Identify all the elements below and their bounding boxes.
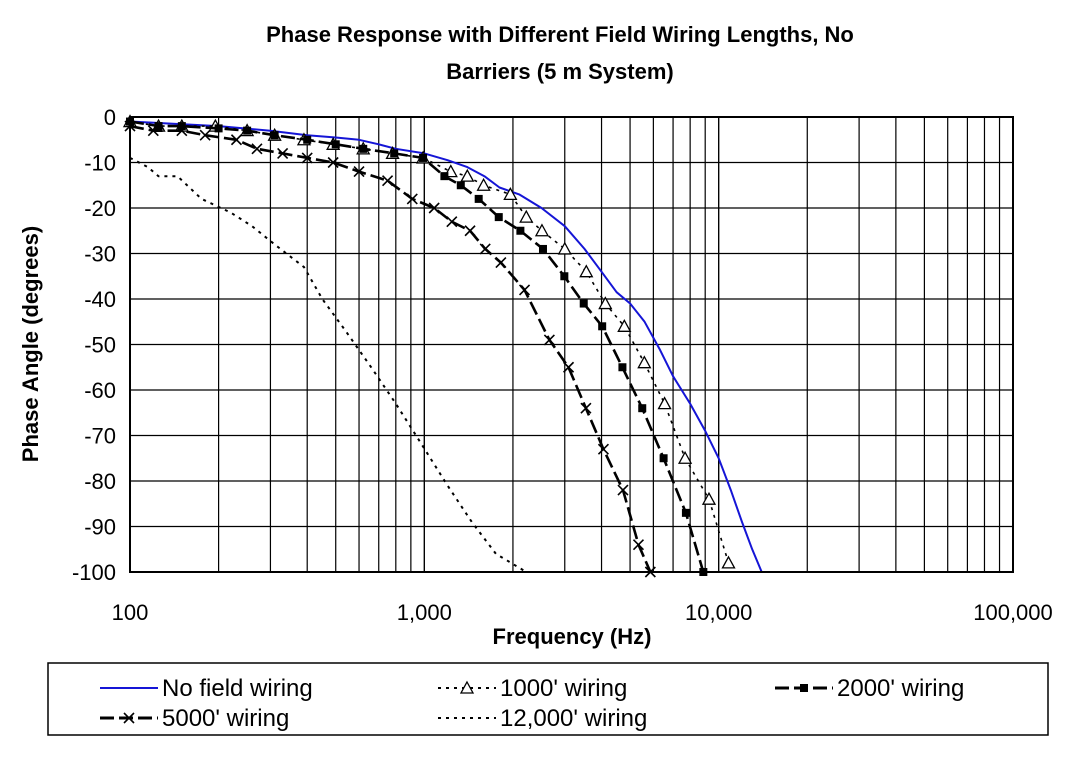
series-marker	[657, 396, 672, 410]
legend-marker	[123, 712, 135, 724]
series-marker	[579, 299, 588, 308]
series-marker	[199, 129, 211, 141]
series-marker	[598, 296, 613, 310]
legend-label: 2000' wiring	[837, 675, 964, 702]
series-marker	[476, 177, 491, 191]
series-marker	[440, 172, 449, 181]
x-axis-tick-labels: 100 1,000 10,000 100,000	[112, 600, 1053, 625]
series-marker	[516, 226, 525, 235]
x-axis-title: Frequency (Hz)	[493, 624, 652, 649]
series-marker	[147, 125, 159, 137]
series-marker	[214, 124, 223, 133]
series-marker	[579, 264, 594, 278]
y-tick-label: -20	[84, 196, 116, 221]
series-marker	[562, 361, 575, 373]
y-tick-label: -100	[72, 560, 116, 585]
legend: No field wiring 1000' wiring 2000' wiring 5…	[47, 662, 1049, 736]
series-marker	[243, 126, 252, 135]
series-marker	[632, 539, 645, 551]
x-tick-label: 10,000	[685, 600, 752, 625]
y-axis-tick-labels: 0 -10 -20 -30 -40 -50 -60 -70 -80 -90 -100	[72, 105, 116, 585]
legend-label: No field wiring	[162, 675, 313, 702]
series-marker	[456, 181, 465, 190]
series-marker	[381, 175, 394, 187]
series-marker	[301, 152, 313, 164]
series-5	[129, 157, 527, 573]
y-tick-label: -90	[84, 515, 116, 540]
series-marker	[503, 186, 518, 200]
series-4	[124, 120, 656, 578]
y-tick-label: -40	[84, 287, 116, 312]
series-marker	[637, 355, 652, 369]
series-marker	[701, 491, 717, 505]
series-marker	[519, 209, 534, 223]
series-marker	[327, 156, 339, 169]
series-marker	[659, 454, 668, 463]
series-marker	[177, 122, 186, 131]
series-line	[129, 120, 763, 573]
y-tick-label: -80	[84, 469, 116, 494]
legend-marker	[459, 680, 475, 694]
series-marker	[303, 135, 312, 144]
series-marker	[597, 443, 610, 455]
y-tick-label: -30	[84, 242, 116, 267]
series-marker	[460, 168, 475, 182]
series-1	[129, 120, 763, 573]
y-axis-title: Phase Angle (degrees)	[18, 226, 43, 462]
y-tick-label: -60	[84, 378, 116, 403]
series-marker	[538, 244, 547, 253]
x-tick-label: 100,000	[973, 600, 1053, 625]
series-marker	[638, 404, 647, 413]
series-marker	[494, 213, 503, 222]
series-marker	[406, 193, 418, 205]
x-tick-label: 100	[112, 600, 149, 625]
series-marker	[617, 318, 632, 332]
series-marker	[419, 153, 428, 162]
series-marker	[518, 284, 531, 296]
series-marker	[534, 223, 550, 237]
series-marker	[617, 484, 629, 496]
series-marker	[681, 508, 690, 517]
series-marker	[277, 147, 289, 159]
chart-title-line-2: Barriers (5 m System)	[446, 59, 673, 84]
series-marker	[580, 402, 592, 414]
series-marker	[495, 257, 507, 269]
series-marker	[270, 131, 279, 140]
series-marker	[353, 166, 365, 178]
series-marker	[446, 216, 458, 228]
legend-marker	[800, 684, 808, 692]
series-marker	[677, 450, 693, 464]
series-marker	[721, 555, 736, 569]
plot-area-border	[129, 116, 1014, 573]
series-marker	[251, 143, 263, 155]
series-marker	[557, 241, 572, 255]
x-tick-label: 1,000	[397, 600, 452, 625]
legend-label: 5000' wiring	[162, 705, 289, 732]
series-marker	[390, 149, 399, 158]
chart-title: Phase Response with Different Field Wiri…	[266, 22, 854, 84]
y-tick-label: -10	[84, 151, 116, 176]
series-marker	[543, 334, 555, 346]
series-marker	[176, 125, 188, 137]
series-marker	[464, 225, 476, 237]
legend-label: 12,000' wiring	[500, 705, 647, 732]
series-marker	[479, 243, 491, 255]
series-marker	[598, 322, 607, 331]
y-tick-label: -70	[84, 424, 116, 449]
series-marker	[428, 202, 440, 214]
series-marker	[359, 144, 368, 153]
series-marker	[230, 134, 243, 146]
series-marker	[618, 363, 627, 372]
horizontal-gridlines	[130, 161, 1013, 528]
y-tick-label: -50	[84, 333, 116, 358]
series-marker	[331, 140, 340, 149]
series-marker	[560, 272, 569, 281]
legend-box	[47, 662, 1049, 736]
legend-label: 1000' wiring	[500, 675, 627, 702]
series-line	[129, 157, 527, 573]
chart-title-line-1: Phase Response with Different Field Wiri…	[266, 22, 854, 47]
y-tick-label: 0	[104, 105, 116, 130]
series-marker	[474, 194, 483, 203]
